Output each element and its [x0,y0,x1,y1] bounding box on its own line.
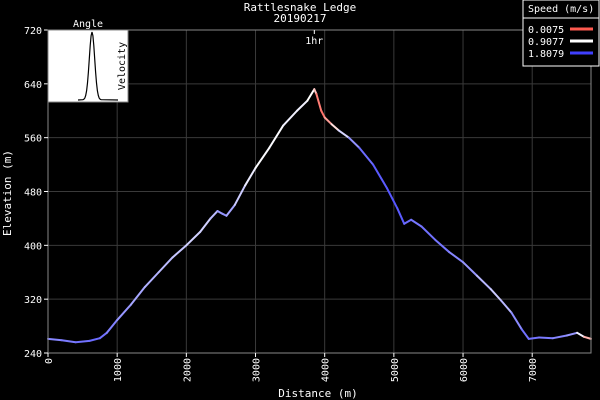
elevation-line-segment [157,256,174,274]
elevation-line-segment [98,331,108,340]
elevation-line-segment [396,207,406,225]
time-tick-label: 1hr [305,36,323,47]
y-tick-label: 480 [24,188,42,199]
elevation-line-segment [74,339,91,344]
x-tick-label: 1000 [113,358,124,382]
x-tick-label: 7000 [528,358,539,382]
elevation-line-segment [233,184,247,206]
inset-label-velocity: Velocity [117,42,128,90]
x-axis-label: Distance (m) [278,387,357,400]
elevation-line-segment [420,225,437,241]
elevation-line-segment [410,218,423,228]
elevation-line-segment [538,336,554,340]
elevation-line-segment [500,299,513,314]
elevation-line-segment [520,328,530,340]
elevation-line-segment [60,339,77,344]
x-tick-label: 4000 [321,358,332,382]
chart-title: Rattlesnake Ledge [244,1,357,14]
elevation-line-segment [462,261,478,277]
elevation-line-segment [254,146,271,169]
y-tick-label: 320 [24,295,42,306]
y-tick-label: 240 [24,349,42,360]
elevation-line-segment [185,230,202,247]
y-tick-label: 560 [24,134,42,145]
y-tick-label: 720 [24,26,42,37]
elevation-line-segment [448,251,465,264]
elevation-line-segment [358,146,375,166]
elevation-line-segment [372,163,388,190]
x-tick-label: 5000 [390,358,401,382]
y-tick-label: 640 [24,80,42,91]
elevation-line-segment [315,92,323,112]
elevation-line-segment [105,319,119,334]
angle-histogram-curve [77,31,119,101]
elevation-line-segment [576,331,586,338]
chart-subtitle: 20190217 [274,12,327,25]
elevation-line-segment [403,218,413,225]
x-tick-label: 3000 [252,358,263,382]
elevation-line-segment [225,203,236,217]
elevation-line-segment [116,303,133,322]
elevation-line-segment [337,129,350,139]
elevation-line-segment [385,187,399,210]
elevation-line-segment [282,109,299,127]
x-tick-label: 6000 [459,358,470,382]
legend-entry-label: 0.9077 [528,37,564,48]
inset-background [47,29,129,103]
elevation-line-segment [583,335,592,340]
elevation-line-segment [171,244,188,259]
x-tick-label: 2000 [182,358,193,382]
elevation-line-segment [475,274,492,291]
legend-entry-label: 0.0075 [528,25,564,36]
inset-panel: Angle Velocity [47,19,129,103]
elevation-line-segment [565,331,579,337]
elevation-line-segment [130,286,146,306]
y-tick-label: 400 [24,241,42,252]
legend-title: Speed (m/s) [528,4,594,15]
elevation-line-segment [199,217,212,233]
elevation-line-segment [47,337,63,342]
grid-lines [47,29,591,354]
elevation-line-segment [551,334,568,340]
elevation-line-segment [88,337,101,342]
elevation-line-segment [347,136,361,149]
elevation-line-segment [323,116,333,126]
x-tick-label: 0 [44,358,55,364]
elevation-line-segment [306,88,316,102]
elevation-line-segment [434,238,451,254]
legend-box [522,0,600,67]
legend-entry-label: 1.8079 [528,49,564,60]
axes: 0 1000 2000 3000 4000 5000 6000 7000 240 320 400 48… [24,26,592,382]
elevation-line-segment [320,109,326,119]
elevation-line-segment [489,288,503,302]
elevation-line-segment [527,336,541,340]
inset-label-angle: Angle [73,19,103,30]
elevation-line-segment [244,166,257,187]
elevation-line-segment [510,311,523,331]
y-axis-label: Elevation (m) [1,150,14,236]
elevation-series [47,88,592,344]
elevation-line-segment [143,271,160,289]
elevation-line-segment [330,123,340,132]
elevation-line-segment [209,210,219,220]
elevation-line-segment [268,124,285,149]
elevation-line-segment [296,99,309,112]
